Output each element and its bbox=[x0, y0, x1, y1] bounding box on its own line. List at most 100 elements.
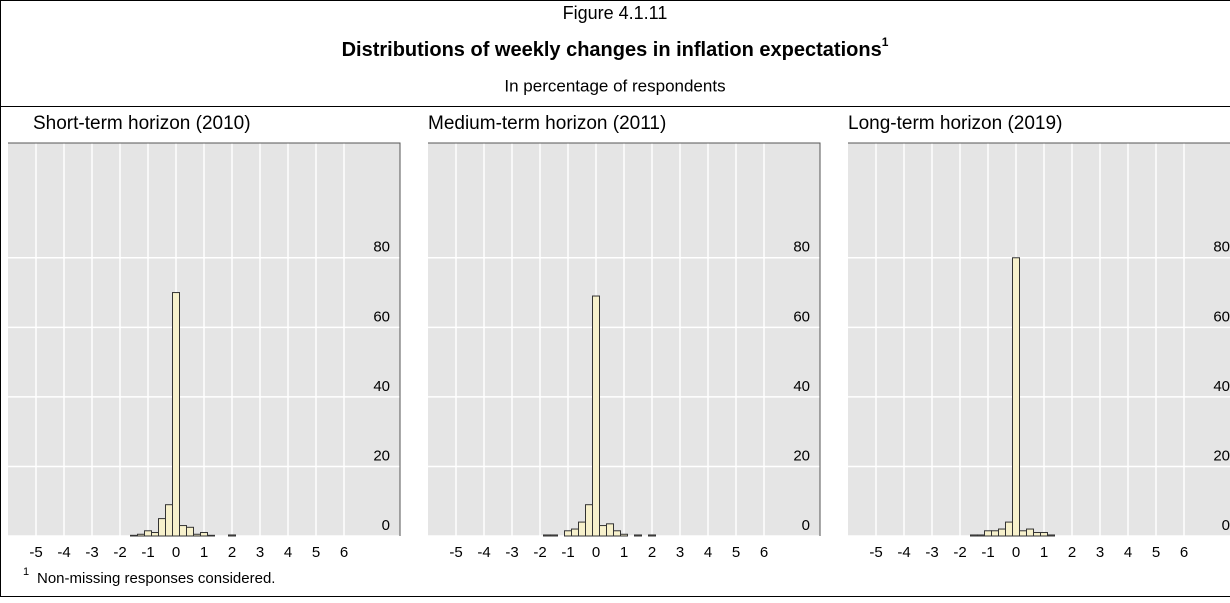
bar bbox=[186, 526, 194, 537]
plot-area bbox=[848, 143, 1230, 536]
x-tick-label: 3 bbox=[256, 544, 264, 561]
x-tick-label: -2 bbox=[113, 544, 126, 561]
x-tick-label: -5 bbox=[869, 544, 882, 561]
panel-title: Short-term horizon (2010) bbox=[33, 113, 251, 134]
bar bbox=[620, 533, 628, 537]
y-tick-label: 0 bbox=[1222, 517, 1230, 534]
y-tick-label: 80 bbox=[373, 239, 390, 256]
x-tick-label: -2 bbox=[953, 544, 966, 561]
bar bbox=[592, 295, 600, 537]
y-tick-label: 60 bbox=[793, 308, 810, 325]
title-note: 1 bbox=[882, 35, 889, 49]
y-tick-label: 40 bbox=[373, 378, 390, 395]
bar bbox=[998, 528, 1006, 537]
plot-border bbox=[428, 142, 821, 536]
bar bbox=[1019, 530, 1027, 537]
bar bbox=[984, 530, 992, 537]
y-tick-label: 20 bbox=[793, 447, 810, 464]
x-tick-label: 5 bbox=[1152, 544, 1160, 561]
bar bbox=[613, 530, 621, 537]
bar bbox=[144, 530, 152, 537]
x-tick-label: -5 bbox=[29, 544, 42, 561]
x-tick-label: -3 bbox=[505, 544, 518, 561]
y-tick-label: 20 bbox=[373, 447, 390, 464]
x-tick-label: -2 bbox=[533, 544, 546, 561]
bar bbox=[151, 532, 159, 537]
y-tick-label: 80 bbox=[1213, 239, 1230, 256]
bar bbox=[1012, 257, 1020, 537]
bar bbox=[550, 534, 558, 537]
x-tick-label: 4 bbox=[1124, 544, 1132, 561]
bar bbox=[193, 533, 201, 537]
x-tick-label: 0 bbox=[1012, 544, 1020, 561]
x-tick-label: 5 bbox=[312, 544, 320, 561]
x-tick-label: 6 bbox=[760, 544, 768, 561]
x-tick-label: 6 bbox=[1180, 544, 1188, 561]
bar bbox=[970, 534, 978, 537]
bar bbox=[172, 292, 180, 537]
x-tick-label: -3 bbox=[925, 544, 938, 561]
bar bbox=[599, 525, 607, 537]
x-tick-label: 2 bbox=[648, 544, 656, 561]
x-tick-label: 1 bbox=[620, 544, 628, 561]
x-tick-label: 3 bbox=[1096, 544, 1104, 561]
y-tick-label: 40 bbox=[793, 378, 810, 395]
y-tick-label: 60 bbox=[1213, 308, 1230, 325]
x-tick-label: 4 bbox=[704, 544, 712, 561]
bar bbox=[543, 534, 551, 537]
bar bbox=[179, 525, 187, 537]
x-tick-label: 1 bbox=[1040, 544, 1048, 561]
footnote-mark: 1 bbox=[23, 566, 29, 578]
bar bbox=[137, 533, 145, 537]
bar bbox=[991, 530, 999, 537]
x-tick-label: -5 bbox=[449, 544, 462, 561]
y-tick-label: 60 bbox=[373, 308, 390, 325]
bar bbox=[1033, 532, 1041, 537]
plot-border bbox=[848, 142, 1230, 144]
panel-title: Medium-term horizon (2011) bbox=[428, 113, 666, 134]
bar bbox=[165, 504, 173, 537]
bar bbox=[1047, 534, 1055, 537]
bar bbox=[158, 518, 166, 537]
x-tick-label: -1 bbox=[141, 544, 154, 561]
bar bbox=[200, 532, 208, 537]
x-tick-label: 2 bbox=[1068, 544, 1076, 561]
bar bbox=[606, 523, 614, 537]
bar bbox=[130, 534, 138, 537]
x-tick-label: 1 bbox=[200, 544, 208, 561]
figure-subtitle: In percentage of respondents bbox=[504, 76, 725, 95]
title-text: Distributions of weekly changes in infla… bbox=[342, 39, 882, 61]
x-tick-label: 0 bbox=[172, 544, 180, 561]
figure-label: Figure 4.1.11 bbox=[563, 3, 668, 23]
bar bbox=[564, 530, 572, 537]
y-tick-label: 0 bbox=[382, 517, 390, 534]
panel-title: Long-term horizon (2019) bbox=[848, 113, 1062, 134]
plot-border bbox=[8, 142, 401, 536]
x-tick-label: -4 bbox=[897, 544, 910, 561]
x-tick-label: -4 bbox=[477, 544, 490, 561]
bar bbox=[648, 534, 656, 537]
bar bbox=[977, 534, 985, 537]
bar bbox=[571, 528, 579, 537]
bar bbox=[228, 534, 236, 537]
x-tick-label: 2 bbox=[228, 544, 236, 561]
x-tick-label: -1 bbox=[561, 544, 574, 561]
bar bbox=[1040, 532, 1048, 537]
x-tick-label: 3 bbox=[676, 544, 684, 561]
y-tick-label: 20 bbox=[1213, 447, 1230, 464]
x-tick-label: 4 bbox=[284, 544, 292, 561]
bar bbox=[1005, 521, 1013, 537]
x-tick-label: -1 bbox=[981, 544, 994, 561]
footnote: Non-missing responses considered. bbox=[37, 570, 275, 587]
x-tick-label: 0 bbox=[592, 544, 600, 561]
bar bbox=[207, 534, 215, 537]
bar bbox=[1026, 528, 1034, 537]
x-tick-label: 5 bbox=[732, 544, 740, 561]
bar bbox=[634, 534, 642, 537]
x-tick-label: -4 bbox=[57, 544, 70, 561]
x-tick-label: 6 bbox=[340, 544, 348, 561]
figure-title: Distributions of weekly changes in infla… bbox=[342, 35, 889, 61]
bar bbox=[585, 504, 593, 537]
